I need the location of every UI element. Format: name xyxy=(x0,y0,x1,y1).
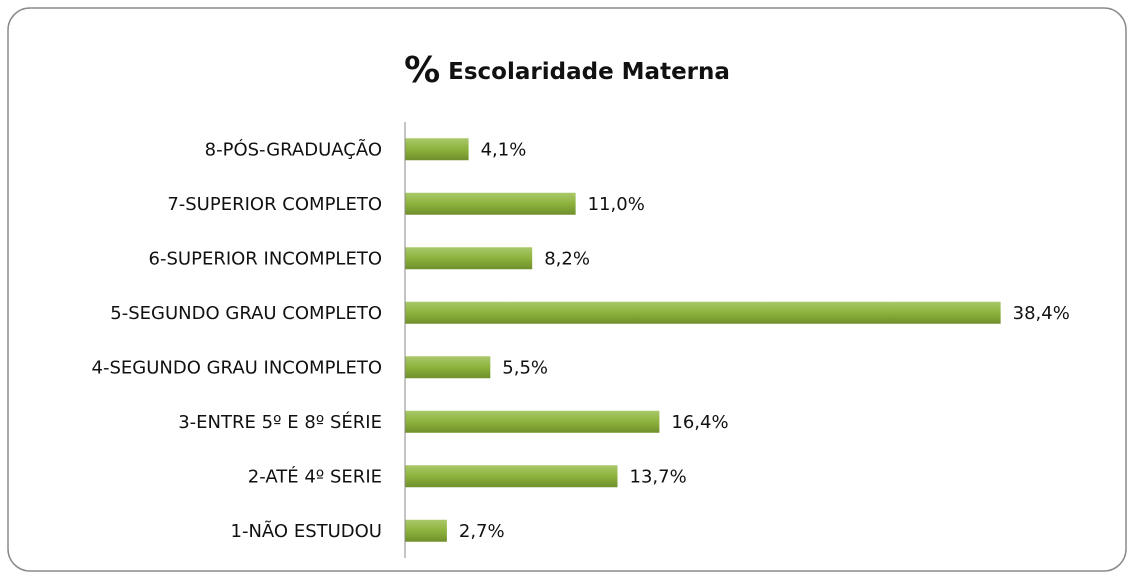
chart-frame xyxy=(7,7,1127,572)
bar xyxy=(405,519,447,542)
y-tick-label: 3-ENTRE 5º E 8º SÉRIE xyxy=(178,411,382,433)
y-tick-label: 6-SUPERIOR INCOMPLETO xyxy=(149,248,382,269)
y-tick-label: 4-SEGUNDO GRAU INCOMPLETO xyxy=(92,357,382,378)
bar xyxy=(405,410,660,433)
value-label: 38,4% xyxy=(1013,303,1070,324)
value-label: 5,5% xyxy=(502,357,548,378)
value-label: 11,0% xyxy=(588,194,645,215)
value-label: 16,4% xyxy=(671,412,728,433)
y-tick-label: 8-PÓS-GRADUAÇÃO xyxy=(205,138,382,160)
bar xyxy=(405,192,576,215)
bar xyxy=(405,247,533,270)
value-label: 4,1% xyxy=(481,139,527,160)
chart-title: % Escolaridade Materna xyxy=(404,50,730,91)
bar xyxy=(405,356,491,379)
y-tick-label: 7-SUPERIOR COMPLETO xyxy=(167,194,382,215)
bar xyxy=(405,301,1001,324)
value-label: 13,7% xyxy=(630,466,687,487)
bar xyxy=(405,465,618,488)
bar xyxy=(405,138,469,161)
value-label: 8,2% xyxy=(544,248,590,269)
y-tick-label: 2-ATÉ 4º SERIE xyxy=(248,465,382,487)
value-label: 2,7% xyxy=(459,521,505,542)
y-tick-label: 5-SEGUNDO GRAU COMPLETO xyxy=(110,303,382,324)
y-tick-label: 1-NÃO ESTUDOU xyxy=(231,520,382,542)
